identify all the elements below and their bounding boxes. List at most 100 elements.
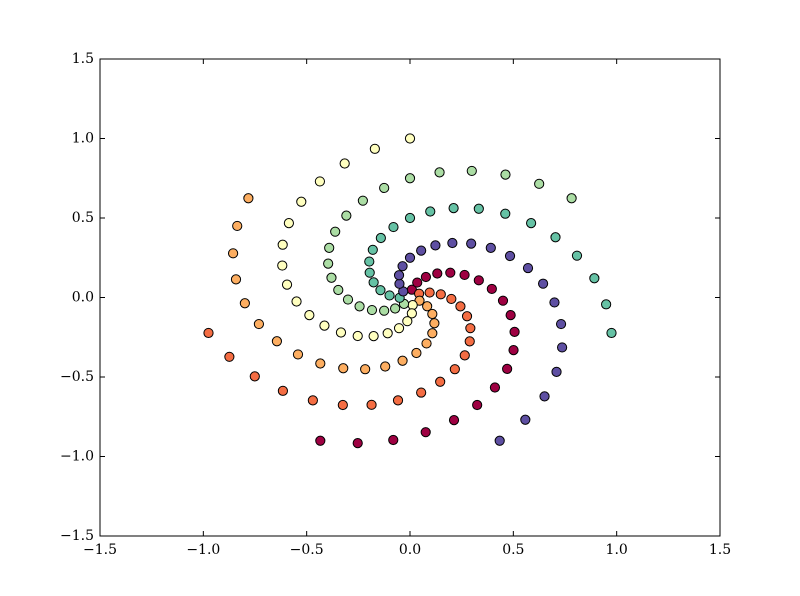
point bbox=[504, 250, 516, 262]
point bbox=[404, 133, 416, 144]
point bbox=[315, 435, 326, 446]
point bbox=[296, 196, 307, 207]
point bbox=[404, 173, 416, 184]
point bbox=[464, 336, 475, 347]
point bbox=[335, 327, 347, 338]
point bbox=[393, 270, 405, 281]
point bbox=[339, 158, 350, 169]
y-tick-label: −1.0 bbox=[60, 449, 94, 465]
y-tick-label: 0.0 bbox=[72, 290, 94, 306]
x-tick-label: 0.0 bbox=[399, 542, 421, 558]
point bbox=[394, 278, 405, 289]
point bbox=[232, 220, 243, 232]
point bbox=[466, 238, 477, 249]
point bbox=[337, 399, 348, 411]
point bbox=[566, 193, 577, 204]
point bbox=[505, 310, 516, 321]
point bbox=[283, 217, 294, 229]
point bbox=[494, 435, 505, 446]
point bbox=[271, 336, 283, 347]
point bbox=[435, 289, 446, 300]
y-tick-label: 0.5 bbox=[72, 210, 94, 226]
point bbox=[534, 178, 545, 189]
point bbox=[446, 293, 457, 305]
point bbox=[304, 310, 315, 321]
x-tick-label: −0.5 bbox=[290, 542, 324, 558]
point bbox=[549, 297, 560, 308]
point bbox=[509, 326, 520, 337]
point bbox=[366, 304, 378, 316]
point bbox=[502, 363, 513, 374]
point bbox=[461, 311, 473, 322]
point bbox=[368, 277, 379, 288]
point bbox=[465, 323, 476, 334]
point bbox=[485, 242, 496, 253]
point bbox=[447, 237, 458, 249]
point bbox=[427, 308, 438, 320]
point bbox=[379, 182, 390, 194]
point bbox=[455, 301, 466, 312]
point bbox=[448, 203, 459, 214]
point bbox=[601, 299, 612, 310]
point bbox=[368, 331, 379, 342]
point bbox=[489, 382, 501, 393]
point bbox=[342, 294, 354, 305]
point bbox=[239, 298, 250, 309]
point bbox=[324, 242, 335, 253]
point bbox=[522, 262, 534, 274]
point bbox=[227, 248, 239, 259]
point bbox=[369, 143, 380, 154]
point bbox=[224, 351, 235, 362]
point bbox=[557, 342, 568, 353]
plot-frame bbox=[99, 58, 721, 537]
point bbox=[402, 316, 413, 327]
point bbox=[555, 318, 567, 330]
point bbox=[375, 285, 386, 296]
point bbox=[397, 261, 408, 272]
point bbox=[388, 221, 399, 233]
point bbox=[323, 258, 334, 269]
point bbox=[364, 267, 375, 278]
y-tick-label: 1.5 bbox=[72, 51, 94, 67]
point bbox=[291, 296, 302, 307]
point bbox=[434, 167, 445, 178]
point bbox=[277, 260, 288, 271]
point bbox=[243, 193, 254, 204]
point bbox=[249, 371, 260, 382]
point bbox=[459, 350, 470, 361]
point bbox=[203, 327, 214, 339]
point bbox=[497, 295, 509, 306]
point bbox=[277, 385, 288, 396]
point bbox=[230, 274, 242, 285]
point bbox=[500, 208, 511, 219]
point bbox=[459, 269, 470, 281]
point bbox=[390, 303, 401, 314]
point bbox=[407, 300, 418, 311]
point bbox=[416, 387, 427, 398]
y-tick-label: −0.5 bbox=[60, 369, 94, 385]
point bbox=[253, 318, 265, 330]
point bbox=[551, 366, 562, 378]
point bbox=[430, 240, 441, 251]
point bbox=[341, 210, 352, 221]
point bbox=[307, 395, 318, 406]
point bbox=[380, 361, 391, 372]
point bbox=[500, 169, 511, 180]
point bbox=[432, 268, 443, 279]
point bbox=[382, 328, 393, 339]
point bbox=[330, 226, 341, 237]
point bbox=[466, 165, 477, 177]
x-tick-label: 0.5 bbox=[502, 542, 524, 558]
point bbox=[448, 414, 460, 426]
point bbox=[366, 399, 377, 410]
point bbox=[314, 176, 325, 187]
point bbox=[357, 195, 368, 206]
point bbox=[473, 203, 484, 214]
x-tick-label: −1.0 bbox=[186, 542, 220, 558]
point bbox=[393, 323, 405, 334]
point bbox=[424, 287, 435, 298]
point bbox=[392, 395, 404, 406]
point bbox=[292, 349, 304, 360]
